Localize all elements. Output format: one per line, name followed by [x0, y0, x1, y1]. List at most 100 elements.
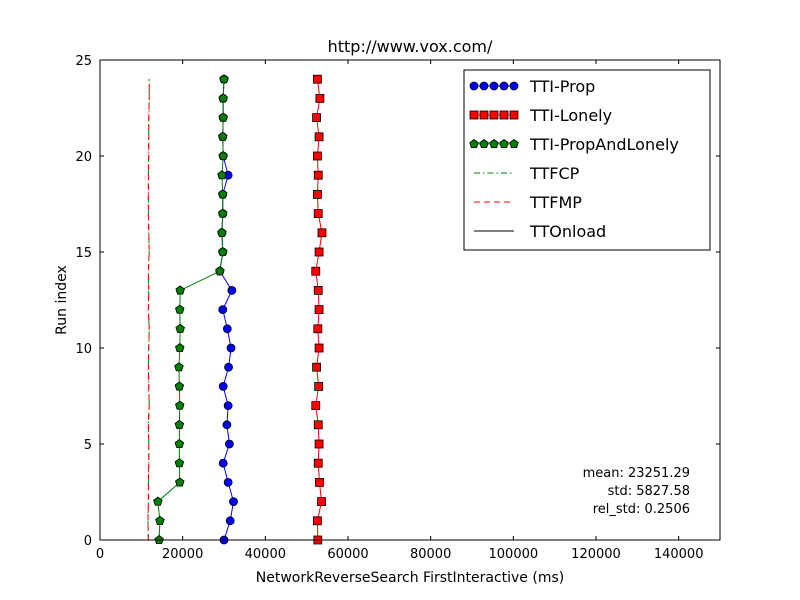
legend-marker-tti-prop — [469, 81, 479, 91]
stats-annotation: mean: 23251.29 std: 5827.58 rel_std: 0.2… — [583, 466, 690, 517]
legend-marker-tti-propandlonely — [509, 139, 519, 149]
data-point-tti-lonely — [313, 170, 323, 180]
legend-marker-tti-prop — [509, 81, 519, 91]
x-tick-label: 20000 — [162, 547, 203, 562]
y-tick-label: 10 — [75, 342, 92, 357]
series-layer — [147, 74, 327, 545]
x-tick-label: 100000 — [489, 547, 539, 562]
y-tick-label: 15 — [75, 246, 92, 261]
stats-mean: mean: 23251.29 — [583, 466, 690, 481]
data-point-tti-lonely — [314, 439, 324, 449]
x-tick-label: 0 — [96, 547, 104, 562]
legend-entry-ttfmp: TTFMP — [474, 193, 582, 212]
data-point-tti-prop — [218, 381, 228, 391]
legend-marker-tti-prop — [499, 81, 509, 91]
data-point-tti-propandlonely — [174, 362, 184, 372]
data-point-tti-lonely — [315, 477, 324, 487]
data-point-tti-propandlonely — [218, 112, 228, 122]
data-point-tti-prop — [218, 305, 228, 315]
data-point-tti-lonely — [313, 516, 322, 526]
data-point-tti-propandlonely — [174, 381, 185, 391]
plot-area-frame — [99, 59, 721, 541]
series-ttfmp — [147, 79, 150, 541]
data-point-tti-propandlonely — [218, 189, 228, 199]
legend-marker-tti-propandlonely — [469, 139, 479, 149]
data-point-tti-prop — [225, 516, 235, 526]
data-point-tti-lonely — [314, 381, 324, 391]
data-point-tti-propandlonely — [218, 151, 228, 161]
legend-marker-tti-propandlonely — [499, 139, 509, 149]
data-point-tti-lonely — [313, 324, 323, 334]
data-point-tti-prop — [227, 285, 237, 295]
y-tick-label: 20 — [75, 150, 92, 165]
data-point-tti-lonely — [317, 228, 327, 238]
legend-label-ttfmp: TTFMP — [529, 193, 582, 212]
data-point-tti-propandlonely — [218, 93, 228, 103]
data-point-tti-propandlonely — [174, 458, 185, 468]
data-point-tti-propandlonely — [219, 74, 229, 84]
data-point-tti-prop — [224, 439, 234, 449]
axes-layer: 0 20000 40000 60000 80000 100000 120000 140000 0… — [75, 54, 720, 562]
data-point-tti-lonely — [313, 420, 323, 430]
legend-marker-tti-lonely — [499, 110, 509, 120]
x-axis-label: NetworkReverseSearch FirstInteractive (m… — [256, 570, 564, 586]
data-point-tti-propandlonely — [217, 227, 227, 237]
legend-entry-ttonload: TTOnload — [474, 222, 606, 241]
data-point-tti-lonely — [312, 362, 321, 372]
data-point-tti-propandlonely — [175, 304, 185, 314]
legend-marker-tti-lonely — [509, 110, 519, 120]
data-point-tti-lonely — [314, 343, 324, 353]
y-tick-label: 5 — [84, 438, 92, 453]
legend-marker-tti-lonely — [479, 110, 489, 120]
legend-marker-tti-propandlonely — [479, 139, 489, 149]
data-point-tti-propandlonely — [175, 477, 185, 487]
x-tick-label: 120000 — [571, 547, 621, 562]
legend-marker-tti-propandlonely — [489, 139, 499, 149]
data-point-tti-propandlonely — [218, 208, 228, 218]
data-point-tti-propandlonely — [155, 515, 165, 525]
data-point-tti-lonely — [313, 285, 323, 295]
legend-marker-tti-prop — [489, 81, 499, 91]
data-point-tti-propandlonely — [174, 419, 185, 429]
chart-title: http://www.vox.com/ — [328, 37, 493, 56]
y-tick-label: 0 — [84, 534, 92, 549]
x-tick-label: 40000 — [245, 547, 286, 562]
legend: TTI-Prop TTI-Lonely TTI-PropAndLonely TTFCP… — [463, 69, 711, 251]
data-point-tti-lonely — [314, 305, 324, 315]
legend-label-ttonload: TTOnload — [529, 222, 606, 241]
data-point-tti-lonely — [313, 74, 322, 84]
data-point-tti-lonely — [313, 189, 322, 199]
data-point-tti-propandlonely — [175, 343, 185, 353]
data-point-tti-propandlonely — [217, 170, 227, 180]
series-tti-propandlonely — [153, 74, 229, 545]
data-point-tti-prop — [218, 458, 228, 468]
y-axis-label: Run index — [54, 265, 70, 335]
data-point-tti-lonely — [315, 94, 325, 103]
data-point-tti-propandlonely — [174, 439, 185, 449]
data-point-tti-prop — [224, 362, 233, 372]
legend-marker-tti-prop — [479, 81, 489, 91]
data-point-tti-lonely — [311, 401, 321, 411]
legend-marker-tti-lonely — [469, 110, 479, 120]
legend-entry-tti-lonely: TTI-Lonely — [469, 106, 612, 125]
data-point-tti-lonely — [313, 209, 323, 219]
data-point-tti-prop — [222, 420, 232, 430]
legend-label-tti-prop: TTI-Prop — [529, 77, 595, 96]
data-point-tti-propandlonely — [218, 247, 228, 257]
x-tick-label: 60000 — [327, 547, 368, 562]
data-point-tti-propandlonely — [175, 400, 185, 410]
data-point-tti-prop — [222, 324, 232, 334]
data-point-tti-prop — [226, 343, 236, 353]
data-point-tti-propandlonely — [218, 131, 228, 141]
legend-label-ttfcp: TTFCP — [529, 164, 580, 183]
data-point-tti-lonely — [313, 458, 323, 468]
data-point-tti-prop — [229, 497, 238, 507]
x-tick-label: 140000 — [654, 547, 704, 562]
legend-entry-tti-propandlonely: TTI-PropAndLonely — [469, 135, 679, 154]
data-point-tti-lonely — [317, 497, 326, 507]
data-point-tti-lonely — [311, 266, 321, 276]
legend-label-tti-lonely: TTI-Lonely — [529, 106, 612, 125]
data-point-tti-lonely — [314, 132, 324, 142]
legend-frame — [463, 69, 711, 251]
